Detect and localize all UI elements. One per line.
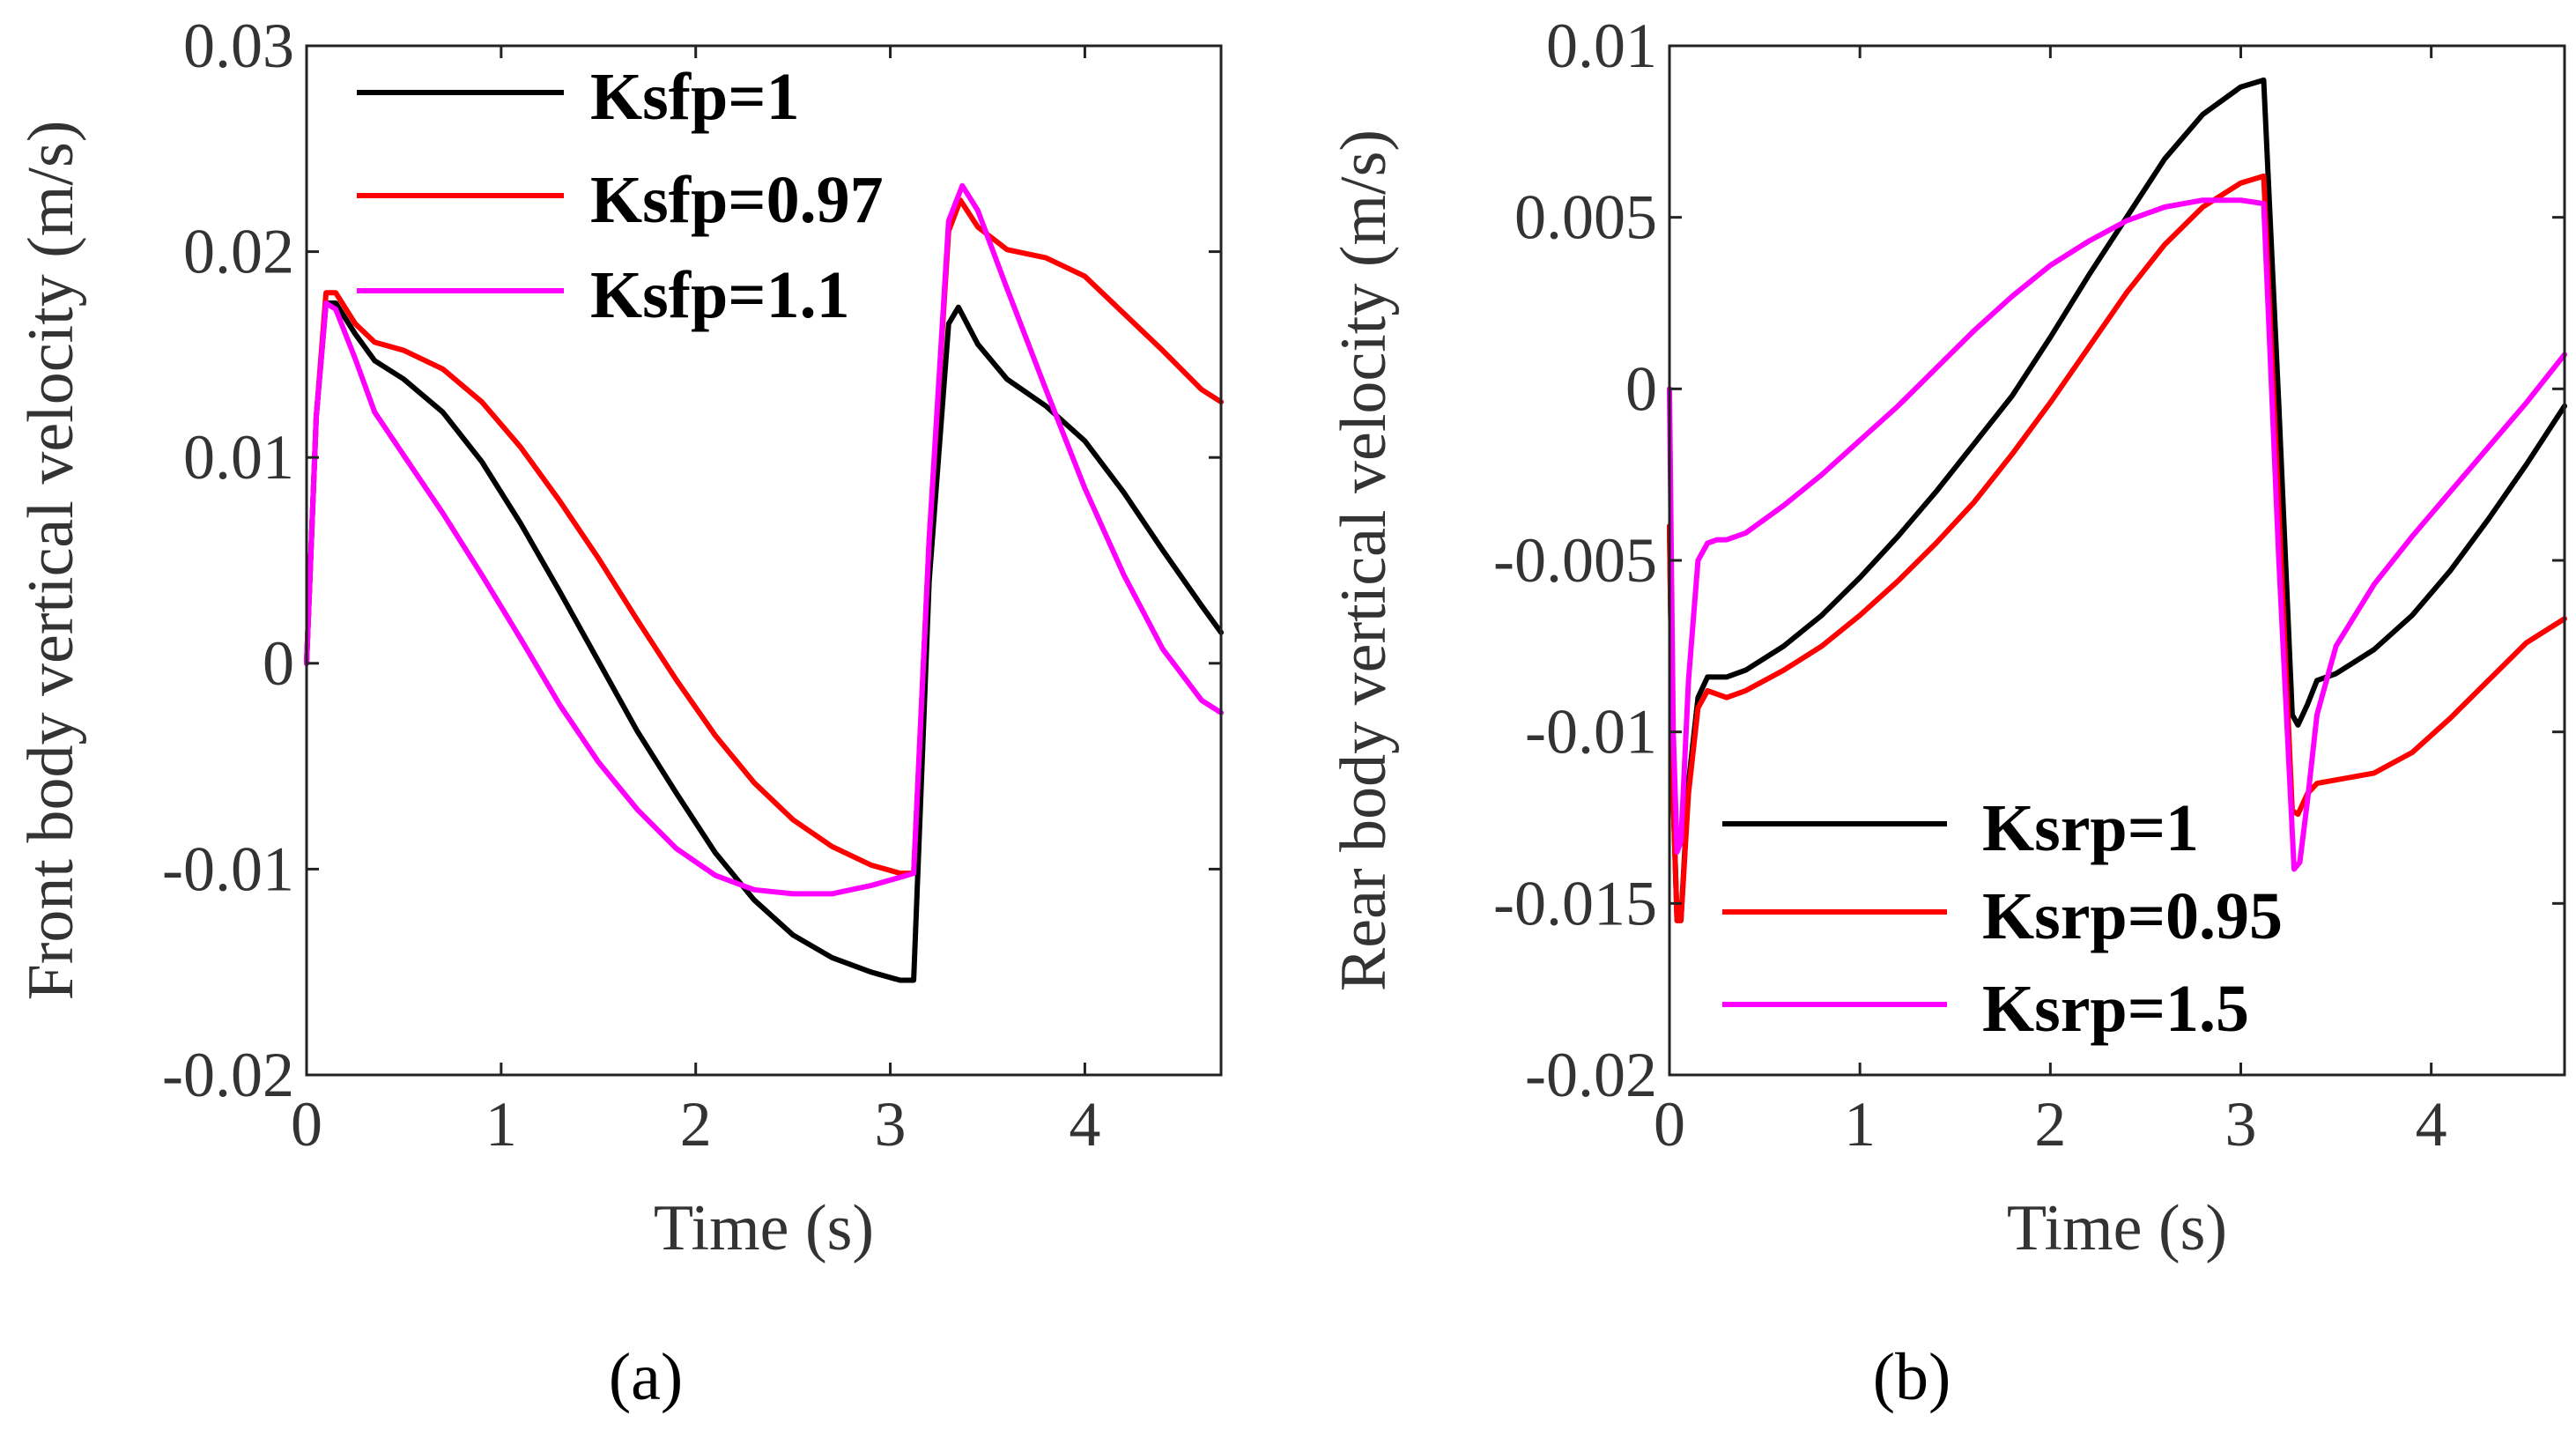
series-group-b: [1667, 77, 2567, 923]
y-tick-label: 0.02: [183, 217, 294, 287]
x-tick-label: 0: [1654, 1089, 1685, 1160]
legend-b: Ksrp=1 Ksrp=0.95 Ksrp=1.5: [1722, 791, 2283, 1046]
series-line-3: [1667, 197, 2567, 872]
series-line-2: [1667, 173, 2567, 923]
series-group-a: [304, 182, 1224, 983]
legend-label-1: Ksrp=1: [1982, 791, 2199, 865]
panel-label-a: (a): [609, 1340, 683, 1414]
legend-label-3: Ksrp=1.5: [1982, 972, 2249, 1046]
y-tick-label: 0.005: [1514, 182, 1657, 253]
y-tick-label: -0.01: [162, 834, 294, 904]
legend-label-2: Ksrp=0.95: [1982, 879, 2283, 953]
ticks-a: 0 1 2 3 4 -0.02 -0.01 0 0.01 0.02 0.03: [162, 11, 1221, 1160]
series-line-2: [304, 197, 1224, 877]
y-tick-label: 0.03: [183, 11, 294, 81]
panel-label-b: (b): [1873, 1340, 1951, 1414]
y-tick-label: -0.02: [162, 1040, 294, 1110]
x-tick-label: 1: [1844, 1089, 1876, 1160]
y-axis-label-b: Rear body vertical velocity (m/s): [1328, 130, 1400, 991]
x-tick-label: 2: [680, 1089, 712, 1160]
legend-label-3: Ksfp=1.1: [590, 258, 850, 332]
legend-label-2: Ksfp=0.97: [590, 163, 884, 237]
y-tick-label: 0: [1625, 353, 1657, 424]
legend-a: Ksfp=1 Ksfp=0.97 Ksfp=1.1: [357, 60, 884, 332]
y-axis-label-a: Front body vertical velocity (m/s): [15, 121, 87, 1001]
panel-a: 0 1 2 3 4 -0.02 -0.01 0 0.01 0.02 0.03 Time (s) Fr…: [15, 11, 1224, 1414]
y-tick-label: -0.015: [1493, 868, 1657, 938]
y-tick-label: 0.01: [183, 422, 294, 493]
x-tick-label: 2: [2034, 1089, 2066, 1160]
x-tick-label: 3: [875, 1089, 907, 1160]
y-tick-label: 0.01: [1546, 11, 1657, 81]
y-tick-label: -0.02: [1525, 1040, 1657, 1110]
axes-frame-a: [305, 44, 1223, 1077]
x-tick-label: 1: [485, 1089, 517, 1160]
ticks-b: 0 1 2 3 4 -0.02 -0.015 -0.01 -0.005 0 0.005 0.01: [1493, 11, 2565, 1160]
series-line-1: [1667, 77, 2567, 923]
axes-frame-b: [1668, 44, 2566, 1077]
x-tick-label: 3: [2225, 1089, 2257, 1160]
x-tick-label: 4: [2416, 1089, 2447, 1160]
x-axis-label-a: Time (s): [654, 1192, 874, 1264]
x-axis-label-b: Time (s): [2007, 1192, 2227, 1264]
panel-b: 0 1 2 3 4 -0.02 -0.015 -0.01 -0.005 0 0.005 0.01 Ti…: [1328, 11, 2567, 1414]
y-tick-label: -0.01: [1525, 697, 1657, 767]
x-tick-label: 4: [1069, 1089, 1100, 1160]
x-tick-label: 0: [291, 1089, 322, 1160]
legend-label-1: Ksfp=1: [590, 60, 800, 134]
y-tick-label: 0: [263, 628, 294, 699]
series-line-1: [304, 300, 1224, 983]
series-line-3: [304, 182, 1224, 897]
y-tick-label: -0.005: [1493, 525, 1657, 596]
